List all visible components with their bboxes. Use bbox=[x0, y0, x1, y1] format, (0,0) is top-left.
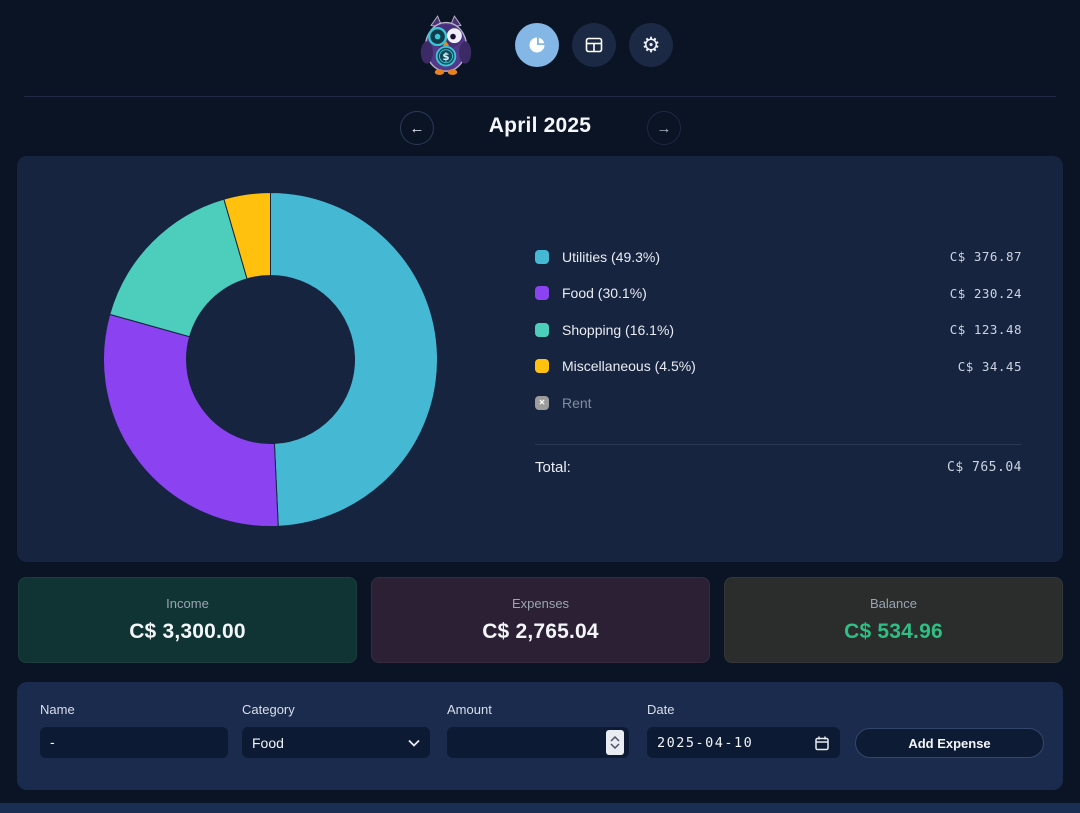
income-label: Income bbox=[166, 596, 209, 611]
calendar-icon bbox=[814, 735, 830, 751]
next-month-button[interactable]: → bbox=[647, 111, 681, 145]
legend-label: Food (30.1%) bbox=[562, 285, 647, 301]
svg-text:$: $ bbox=[442, 51, 449, 63]
bottom-strip bbox=[0, 803, 1080, 813]
category-select[interactable]: Food bbox=[242, 727, 430, 758]
total-row: Total: C$ 765.04 bbox=[535, 456, 1022, 478]
date-value: 2025-04-10 bbox=[657, 734, 754, 751]
legend-divider bbox=[535, 444, 1022, 445]
legend-item-rent[interactable]: ✕ Rent bbox=[535, 393, 1022, 412]
legend-swatch-disabled: ✕ bbox=[535, 395, 549, 410]
amount-input[interactable] bbox=[447, 727, 629, 758]
income-value: C$ 3,300.00 bbox=[129, 620, 246, 643]
legend-item-utilities[interactable]: Utilities (49.3%) C$ 376.87 bbox=[535, 247, 1022, 266]
expenses-value: C$ 2,765.04 bbox=[482, 620, 599, 643]
legend-amount: C$ 123.48 bbox=[949, 322, 1022, 337]
donut-slice-shopping bbox=[109, 198, 248, 338]
expense-donut-chart bbox=[103, 192, 438, 527]
donut-slice-miscellaneous bbox=[223, 192, 271, 280]
income-card: Income C$ 3,300.00 bbox=[18, 577, 357, 663]
legend-swatch bbox=[535, 249, 549, 264]
legend-label: Rent bbox=[562, 394, 592, 411]
legend-swatch bbox=[535, 322, 549, 337]
gear-icon: ⚙ bbox=[641, 32, 661, 57]
total-value: C$ 765.04 bbox=[947, 459, 1022, 475]
donut-slice-food bbox=[103, 313, 279, 527]
legend-item-shopping[interactable]: Shopping (16.1%) C$ 123.48 bbox=[535, 320, 1022, 339]
table-view-button[interactable] bbox=[572, 23, 616, 67]
total-label: Total: bbox=[535, 458, 571, 476]
pie-chart-icon bbox=[529, 37, 545, 53]
arrow-right-icon: → bbox=[656, 119, 672, 137]
name-label: Name bbox=[40, 702, 75, 717]
date-input[interactable]: 2025-04-10 bbox=[647, 727, 840, 758]
expenses-card: Expenses C$ 2,765.04 bbox=[371, 577, 710, 663]
name-input[interactable] bbox=[40, 727, 228, 758]
arrow-left-icon: ← bbox=[409, 119, 425, 137]
legend-amount: C$ 230.24 bbox=[949, 285, 1022, 301]
top-bar: $ ⚙ bbox=[0, 0, 1080, 96]
x-icon: ✕ bbox=[538, 397, 546, 407]
amount-label: Amount bbox=[447, 702, 492, 717]
date-label: Date bbox=[647, 702, 675, 717]
balance-card: Balance C$ 534.96 bbox=[724, 577, 1063, 663]
chart-view-button[interactable] bbox=[515, 23, 559, 67]
legend-swatch bbox=[535, 359, 549, 373]
legend-swatch bbox=[535, 286, 549, 300]
balance-label: Balance bbox=[870, 596, 917, 611]
add-expense-form: Name Category Amount Date Food 2025-04-1… bbox=[17, 682, 1063, 790]
owl-finance-logo: $ bbox=[420, 15, 472, 76]
expense-chart-panel: Utilities (49.3%) C$ 376.87 Food (30.1%) C$… bbox=[17, 156, 1063, 562]
legend-item-food[interactable]: Food (30.1%) C$ 230.24 bbox=[535, 284, 1022, 303]
settings-button[interactable]: ⚙ bbox=[629, 23, 673, 67]
month-navigation: ← April 2025 → bbox=[0, 104, 1080, 152]
legend-label: Shopping (16.1%) bbox=[562, 321, 675, 338]
donut-slice-utilities bbox=[270, 192, 438, 527]
legend-label: Utilities (49.3%) bbox=[562, 248, 661, 265]
chevron-down-icon bbox=[408, 739, 420, 747]
legend-amount: C$ 376.87 bbox=[949, 249, 1022, 264]
month-title: April 2025 bbox=[488, 114, 592, 137]
table-icon bbox=[585, 37, 603, 53]
prev-month-button[interactable]: ← bbox=[400, 111, 434, 145]
expenses-label: Expenses bbox=[511, 596, 570, 611]
category-label: Category bbox=[242, 702, 295, 717]
balance-value: C$ 534.96 bbox=[844, 620, 943, 643]
legend-amount: C$ 34.45 bbox=[957, 358, 1022, 374]
legend-item-miscellaneous[interactable]: Miscellaneous (4.5%) C$ 34.45 bbox=[535, 357, 1022, 376]
category-value: Food bbox=[252, 734, 284, 751]
header-divider bbox=[24, 96, 1056, 97]
add-expense-button[interactable]: Add Expense bbox=[855, 728, 1044, 758]
number-spinner[interactable] bbox=[606, 730, 624, 755]
legend-label: Miscellaneous (4.5%) bbox=[562, 358, 696, 374]
